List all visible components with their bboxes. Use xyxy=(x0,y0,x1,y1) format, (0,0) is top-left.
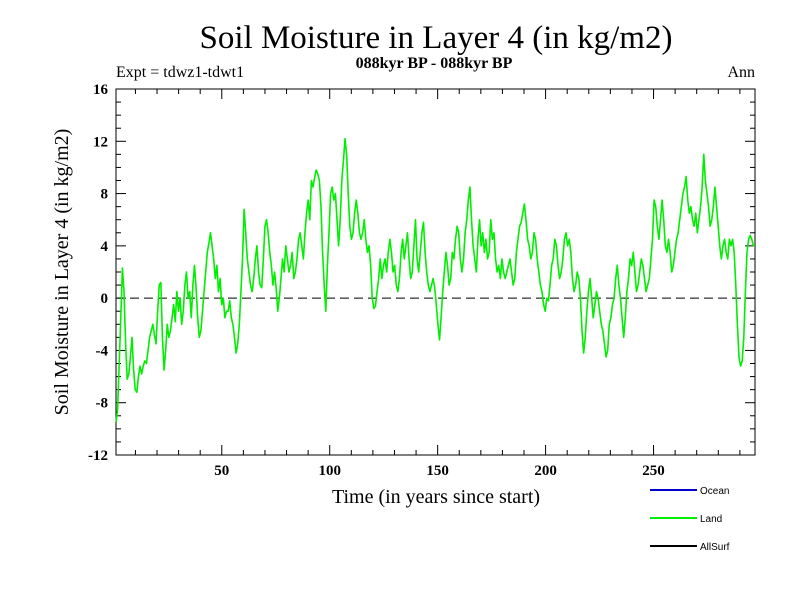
y-tick-label: 4 xyxy=(101,239,109,255)
plot-frame xyxy=(115,88,756,456)
plot-area: 50 100 150 200 250 -12 -8 -4 0 4 8 12 16 xyxy=(88,82,756,479)
x-tick-label: 150 xyxy=(426,463,449,479)
legend-label-ocean: Ocean xyxy=(700,486,729,497)
x-tick-label: 100 xyxy=(318,463,341,479)
y-tick-label: 8 xyxy=(101,187,109,203)
legend-label-allsurf: AllSurf xyxy=(700,542,730,553)
y-tick-label: -8 xyxy=(96,396,109,412)
legend-label-land: Land xyxy=(700,514,722,525)
chart-title: Soil Moisture in Layer 4 (in kg/m2) xyxy=(200,20,673,56)
y-axis-label: Soil Moisture in Layer 4 (in kg/m2) xyxy=(51,129,73,416)
x-tick-label: 200 xyxy=(534,463,557,479)
x-tick-label: 50 xyxy=(214,463,229,479)
experiment-label: Expt = tdwz1-tdwt1 xyxy=(116,64,244,81)
y-tick-label: 0 xyxy=(101,291,109,307)
chart-subtitle: 088kyr BP - 088kyr BP xyxy=(356,55,513,72)
y-tick-label: -4 xyxy=(96,343,109,359)
x-tick-label: 250 xyxy=(642,463,665,479)
y-tick-label: 16 xyxy=(93,82,109,98)
x-axis-label: Time (in years since start) xyxy=(332,486,540,508)
series-line-land xyxy=(115,137,755,423)
y-tick-label: -12 xyxy=(88,448,108,464)
legend: Ocean Land AllSurf xyxy=(650,486,730,553)
season-label: Ann xyxy=(727,64,755,81)
y-tick-label: 12 xyxy=(93,134,108,150)
